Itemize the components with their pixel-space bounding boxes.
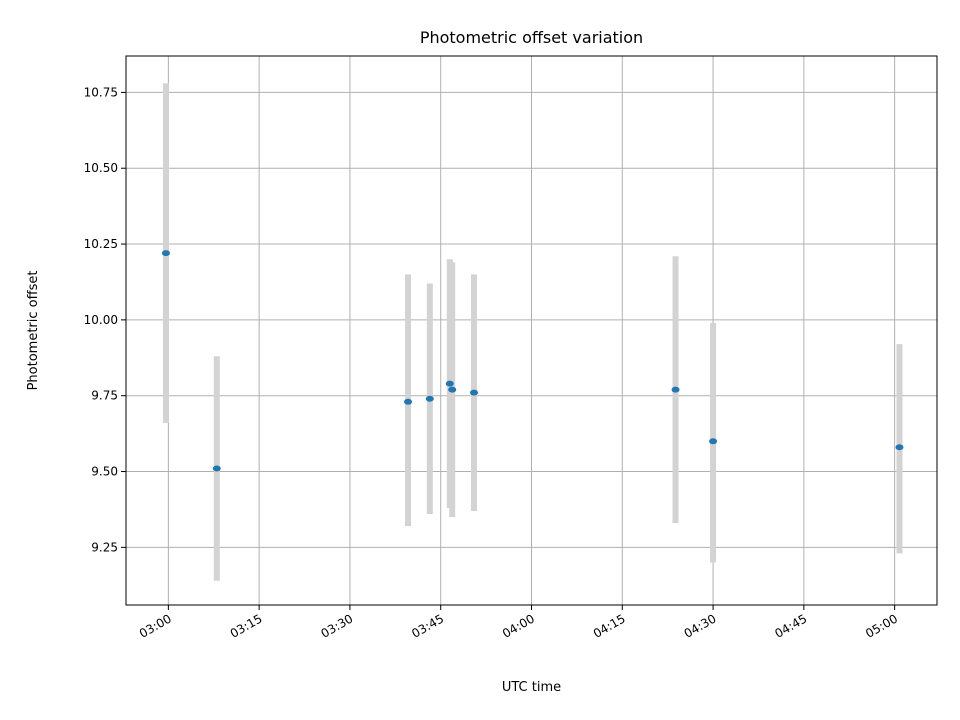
data-points (161, 250, 904, 472)
x-axis-ticks: 03:00 03:15 03:30 03:45 04:00 04:15 04:30 04:45… (137, 605, 900, 641)
x-tick-label: 03:00 (137, 611, 174, 640)
data-point (448, 386, 457, 393)
data-point (671, 386, 680, 393)
x-tick-label: 05:00 (863, 611, 900, 640)
x-axis-label: UTC time (502, 680, 561, 695)
data-point (470, 389, 479, 396)
y-tick-label: 9.75 (91, 389, 118, 403)
grid (126, 56, 937, 605)
y-tick-label: 10.50 (84, 161, 118, 175)
chart-title: Photometric offset variation (420, 28, 643, 47)
x-tick-label: 03:30 (318, 611, 355, 640)
y-tick-label: 10.00 (84, 313, 118, 327)
y-tick-label: 9.50 (91, 465, 118, 479)
data-point (161, 250, 170, 257)
x-tick-label: 04:00 (500, 611, 537, 640)
data-point (895, 444, 904, 451)
y-axis-ticks: 9.25 9.50 9.75 10.00 10.25 10.50 10.75 (84, 85, 126, 554)
data-point (404, 398, 413, 405)
y-tick-label: 10.25 (84, 237, 118, 251)
x-tick-label: 04:45 (772, 611, 809, 640)
error-bars (162, 83, 903, 581)
data-point (709, 438, 718, 445)
x-tick-label: 04:15 (591, 611, 628, 640)
y-axis-label: Photometric offset (26, 271, 41, 391)
x-tick-label: 03:15 (228, 611, 265, 640)
y-tick-label: 10.75 (84, 85, 118, 99)
data-point (445, 380, 454, 387)
data-point (425, 395, 434, 402)
x-tick-label: 04:30 (682, 611, 719, 640)
data-point (212, 465, 221, 472)
x-tick-label: 03:45 (409, 611, 446, 640)
y-tick-label: 9.25 (91, 540, 118, 554)
